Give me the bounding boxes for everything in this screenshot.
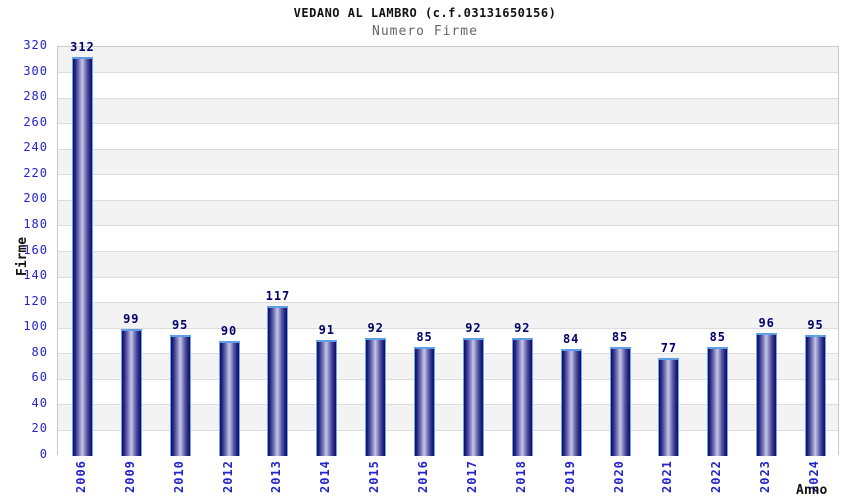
y-tick-label: 20 <box>31 421 48 436</box>
grid-line <box>58 302 838 304</box>
y-tick-label: 100 <box>23 319 48 334</box>
grid-line <box>58 378 838 380</box>
plot-band <box>58 123 838 150</box>
y-tick-label: 60 <box>31 370 48 385</box>
bar-2015 <box>365 338 387 456</box>
bar-value-label: 312 <box>70 40 95 55</box>
plot-band <box>58 98 838 124</box>
bar-value-label: 77 <box>660 340 678 355</box>
x-tick-label-2016: 2016 <box>416 460 431 493</box>
plot-band <box>58 174 838 201</box>
y-tick-label: 240 <box>23 140 48 155</box>
x-tick-label-2023: 2023 <box>758 460 773 493</box>
bar-2021 <box>658 357 680 456</box>
bar-value-label: 91 <box>318 322 336 337</box>
plot-band <box>58 251 838 278</box>
grid-line <box>58 123 838 125</box>
x-tick-label-2021: 2021 <box>660 460 675 493</box>
bar-value-label: 85 <box>416 330 433 345</box>
grid-line <box>58 327 838 329</box>
plot-band <box>58 200 838 226</box>
y-tick-label: 260 <box>23 114 48 129</box>
x-tick-label-2006: 2006 <box>73 460 88 493</box>
grid-line <box>58 404 838 406</box>
x-tick-label-2020: 2020 <box>611 460 626 493</box>
bar-value-label: 90 <box>220 323 238 338</box>
bar-value-label: 95 <box>807 317 824 332</box>
plot-area: 312 99 95 90 117 91 92 85 92 92 84 85 77 85 96 95 <box>57 40 839 456</box>
x-tick-label-2018: 2018 <box>513 460 528 493</box>
bar-value-label: 95 <box>171 317 189 332</box>
bar-2016 <box>414 347 436 456</box>
grid-line <box>58 276 838 278</box>
grid-line <box>58 97 838 99</box>
grid-line <box>58 199 838 201</box>
plot-band <box>58 72 838 99</box>
y-tick-label: 280 <box>23 89 48 104</box>
bar-2020 <box>609 347 631 456</box>
plot-band <box>58 302 838 329</box>
grid-line <box>58 429 838 431</box>
x-tick-label-2019: 2019 <box>562 460 577 493</box>
bar-2023 <box>756 333 778 456</box>
bar-2024 <box>805 334 827 456</box>
y-tick-label: 160 <box>23 242 48 257</box>
grid-line <box>58 72 838 74</box>
bar-2009 <box>120 329 142 456</box>
bar-value-label: 99 <box>123 312 140 327</box>
x-axis-label: Anno <box>796 483 828 498</box>
bar-2018 <box>511 338 533 456</box>
plot-band <box>58 47 838 73</box>
plot-band <box>58 277 838 303</box>
bar-value-label: 85 <box>709 330 727 345</box>
grid-line <box>58 353 838 355</box>
y-tick-label: 120 <box>23 293 48 308</box>
bar-2012 <box>218 340 240 456</box>
plot-band <box>58 225 838 252</box>
bar-2013 <box>267 306 289 456</box>
bar-value-label: 92 <box>367 321 384 336</box>
x-tick-label-2009: 2009 <box>122 460 137 493</box>
grid-line <box>58 174 838 176</box>
bar-value-label: 84 <box>562 331 580 346</box>
grid-line <box>58 148 838 150</box>
x-axis-ticks: 2006 2009 2010 2012 2013 2014 2015 2016 2017 2018… <box>57 458 839 500</box>
bar-2010 <box>169 334 191 456</box>
bar-2022 <box>707 347 729 456</box>
bar-value-label: 92 <box>514 321 531 336</box>
plot-band <box>58 149 838 175</box>
y-axis-ticks: 0 20 40 60 80 100 120 140 160 180 200 220 240 260 280 3… <box>0 38 57 461</box>
y-tick-label: 200 <box>23 191 48 206</box>
grid-line <box>58 225 838 227</box>
y-tick-label: 300 <box>23 63 48 78</box>
bar-value-label: 96 <box>758 316 775 331</box>
grid-line <box>58 251 838 252</box>
y-tick-label: 320 <box>23 38 48 52</box>
chart-subtitle: Numero Firme <box>372 24 478 39</box>
y-tick-label: 80 <box>31 344 48 359</box>
x-tick-label-2012: 2012 <box>220 460 235 493</box>
bar-value-label: 92 <box>465 321 482 336</box>
bar-2006 <box>71 57 93 456</box>
x-tick-label-2010: 2010 <box>171 460 186 493</box>
bar-2014 <box>316 339 338 456</box>
bar-value-label: 85 <box>611 330 629 345</box>
y-tick-label: 140 <box>23 268 48 283</box>
x-tick-label-2015: 2015 <box>367 460 382 493</box>
x-tick-label-2013: 2013 <box>269 460 284 493</box>
chart-title: VEDANO AL LAMBRO (c.f.03131650156) <box>293 6 557 20</box>
bar-value-label: 117 <box>265 289 291 304</box>
x-tick-label-2014: 2014 <box>318 460 333 493</box>
y-tick-label: 220 <box>23 165 48 180</box>
x-tick-label-2022: 2022 <box>709 460 724 493</box>
y-tick-label: 0 <box>39 447 48 461</box>
x-tick-label-2017: 2017 <box>464 460 479 493</box>
y-tick-label: 40 <box>31 395 48 410</box>
bar-2017 <box>462 338 484 456</box>
y-tick-label: 180 <box>23 216 48 231</box>
bar-2019 <box>560 348 582 456</box>
